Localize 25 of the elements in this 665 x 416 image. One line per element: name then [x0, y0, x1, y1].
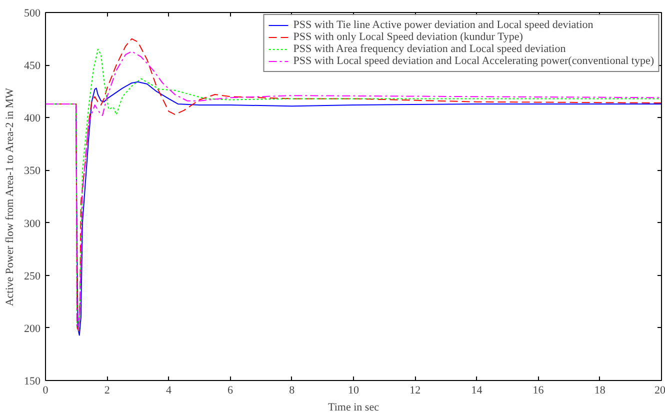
x-tick-label: 20: [654, 384, 665, 396]
y-tick-label: 200: [24, 322, 41, 335]
x-tick-label: 4: [166, 384, 172, 396]
y-tick-label: 450: [24, 60, 41, 72]
x-tick-label: 0: [42, 384, 49, 396]
y-tick-label: 300: [24, 218, 41, 230]
legend-label: PSS with Local speed deviation and Local Accelerating power(conventional type): [293, 55, 654, 67]
legend-label: PSS with Area frequency deviation and Local speed deviation: [293, 43, 566, 55]
x-axis-title: Time in sec: [328, 402, 380, 414]
legend-label: PSS with Tie line Active power deviation and Local speed deviation: [293, 19, 594, 31]
x-tick-label: 10: [348, 384, 360, 396]
y-axis-title: Active Power flow from Area-1 to Area-2 in MW: [4, 87, 16, 306]
y-tick-label: 400: [24, 112, 41, 125]
x-tick-label: 2: [104, 384, 110, 396]
x-tick-label: 16: [532, 384, 544, 396]
y-tick-label: 150: [24, 376, 41, 388]
y-tick-label: 500: [24, 8, 41, 20]
legend-label: PSS with only Local Speed deviation (kundur Type): [293, 31, 523, 43]
x-tick-label: 12: [410, 384, 421, 396]
y-tick-label: 250: [24, 270, 41, 282]
x-tick-label: 14: [471, 384, 483, 396]
x-tick-label: 8: [289, 384, 296, 396]
x-tick-label: 6: [228, 384, 234, 396]
y-tick-label: 350: [24, 165, 41, 178]
x-tick-label: 18: [594, 384, 606, 396]
